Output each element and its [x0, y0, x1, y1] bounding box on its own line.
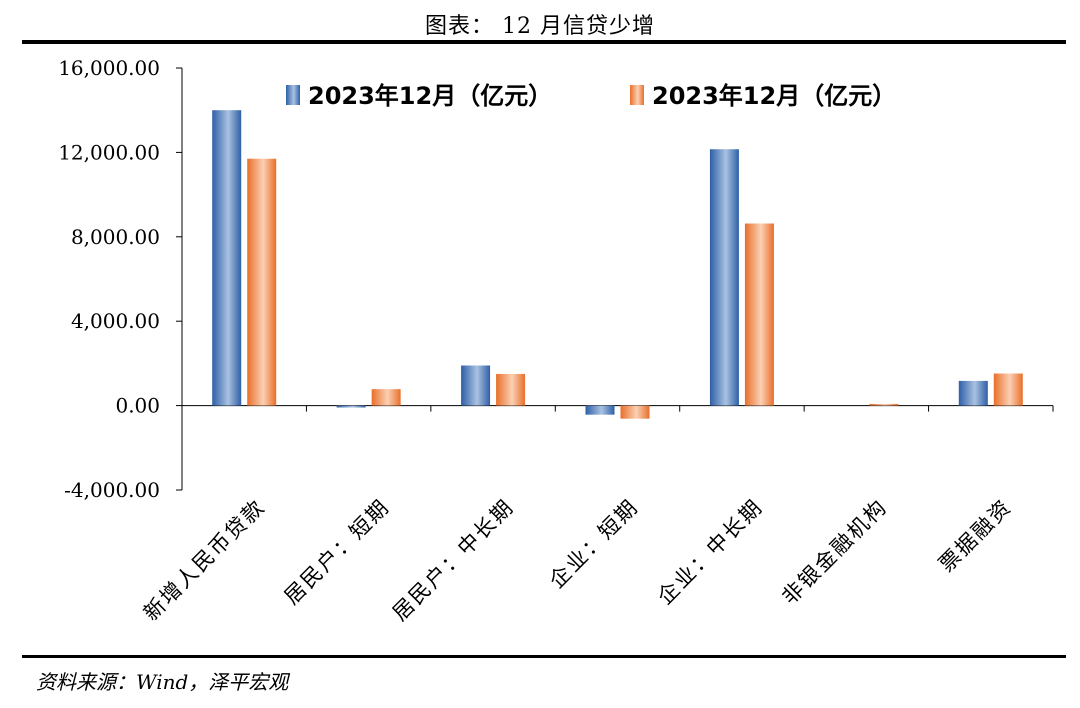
source-note: 资料来源：Wind，泽平宏观 — [36, 670, 289, 694]
bar-series1 — [336, 405, 366, 408]
bar-series1 — [585, 405, 615, 415]
y-tick-label: -4,000.00 — [64, 478, 160, 502]
bar-chart: -4,000.00 0.00 4,000.00 8,000.00 12,000.00 16… — [58, 56, 1054, 626]
x-category-label: 新增人民币贷款 — [139, 495, 270, 626]
top-rule — [22, 40, 1066, 44]
y-tick-label: 16,000.00 — [58, 56, 160, 80]
x-category-label: 非银金融机构 — [777, 495, 892, 610]
bar-series1 — [212, 110, 242, 406]
bar-series2 — [869, 403, 899, 406]
legend-label: 2023年12月（亿元） — [308, 82, 552, 110]
bar-series1 — [958, 380, 988, 406]
bar-series2 — [744, 223, 774, 406]
y-tick-label: 8,000.00 — [71, 225, 160, 249]
x-category-label: 企业：中长期 — [653, 495, 768, 610]
legend-swatch — [630, 85, 644, 105]
x-category-label: 居民户：短期 — [280, 495, 395, 610]
bar-series2 — [993, 373, 1023, 406]
bar-series2 — [496, 373, 526, 406]
y-tick-label: 12,000.00 — [58, 140, 160, 164]
bottom-rule — [22, 655, 1066, 658]
x-category-label: 居民户：中长期 — [388, 495, 519, 626]
bar-series2 — [620, 405, 650, 419]
chart-title: 图表： 12 月信贷少增 — [425, 14, 655, 39]
bar-series2 — [247, 158, 277, 406]
bar-series2 — [371, 389, 401, 406]
y-tick-label: 4,000.00 — [71, 309, 160, 333]
bar-series1 — [461, 365, 491, 406]
legend-swatch — [286, 85, 300, 105]
legend-label: 2023年12月（亿元） — [652, 82, 896, 110]
y-tick-label: 0.00 — [115, 394, 160, 418]
x-category-label: 企业：短期 — [545, 495, 643, 593]
bar-series1 — [709, 149, 739, 406]
x-category-label: 票据融资 — [934, 495, 1016, 577]
